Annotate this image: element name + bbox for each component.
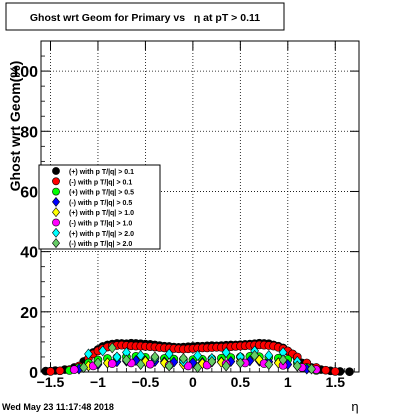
data-point [69,365,79,374]
legend-label: (-) with p T/|q| > 1.0 [69,221,132,228]
data-point [250,349,259,361]
data-point [307,363,316,375]
data-point [160,357,169,369]
x-tick-label: 1 [284,374,292,390]
y-tick-label: 60 [20,184,38,201]
y-tick-label: 20 [20,305,38,322]
data-point [235,357,245,369]
data-point [112,351,122,363]
legend-label: (+) with p T/|q| > 1.0 [69,210,134,217]
data-point [179,352,188,364]
legend: (+) with p T/|q| > 0.1 (-) with p T/|q| >… [38,164,161,250]
data-point [278,354,288,366]
data-point [46,367,55,376]
data-point [107,359,117,368]
y-tick-label: 100 [11,64,38,81]
data-point [79,362,89,373]
legend-marker [52,207,60,218]
legend-marker [52,187,60,196]
series-7 [79,342,316,375]
data-point [93,357,103,369]
data-points [41,338,354,376]
data-point [136,358,146,370]
data-point [330,367,340,376]
x-tick-label: −1 [90,374,106,390]
data-point [84,348,93,360]
y-tick-label: 80 [20,124,38,141]
y-tick-labels: 0 20 40 60 80 100 [11,64,38,382]
x-tick-label: 0.5 [231,374,251,390]
y-tick-label: 40 [20,245,38,262]
legend-marker [52,238,60,249]
legend-label: (+) with p T/|q| > 2.0 [69,231,134,238]
legend-label: (+) with p T/|q| > 0.1 [69,169,134,176]
legend-label: (-) with p T/|q| > 0.1 [69,179,132,186]
y-axis-label: Ghost wrt Geom(%) [7,61,23,192]
data-point [321,365,331,375]
data-point [193,349,203,361]
legend-marker [52,196,60,207]
chart-title: Ghost wrt Geom for Primary vs η at pT > … [30,12,260,24]
timestamp: Wed May 23 11:17:48 2018 [2,402,114,412]
data-point [345,367,354,376]
legend-marker [52,218,60,227]
title-box: Ghost wrt Geom for Primary vs η at pT > … [5,2,285,31]
x-tick-label: −0.5 [132,374,160,390]
data-point [107,342,117,354]
title-frame [5,2,285,31]
data-point [164,348,174,360]
data-point [145,359,155,369]
data-point [221,346,231,358]
legend-marker [52,227,60,238]
data-point [122,354,131,366]
legend-label: (-) with p T/|q| > 2.0 [69,241,132,248]
y-tick-label: 0 [29,365,38,382]
legend-marker [52,177,60,186]
x-tick-label: −1.5 [37,374,65,390]
data-point [164,360,174,372]
legend-label: (+) with p T/|q| > 0.5 [69,190,134,197]
legend-marker [52,167,60,175]
data-point [264,358,274,370]
data-point [207,355,217,367]
data-point [221,360,231,372]
x-tick-labels: −1.5 −1 −0.5 0 0.5 1 1.5 [37,374,346,390]
data-point [292,360,302,372]
x-axis-label: η [351,399,358,414]
legend-items: (+) with p T/|q| > 0.1 (-) with p T/|q| >… [52,167,134,248]
series-1 [46,340,340,376]
x-tick-label: 1.5 [326,374,346,390]
x-tick-label: 0 [189,374,197,390]
data-point [55,366,65,376]
legend-frame [38,164,161,250]
data-point [193,362,203,373]
data-point [98,345,108,357]
legend-label: (-) with p T/|q| > 0.5 [69,200,132,207]
data-point [150,351,160,363]
